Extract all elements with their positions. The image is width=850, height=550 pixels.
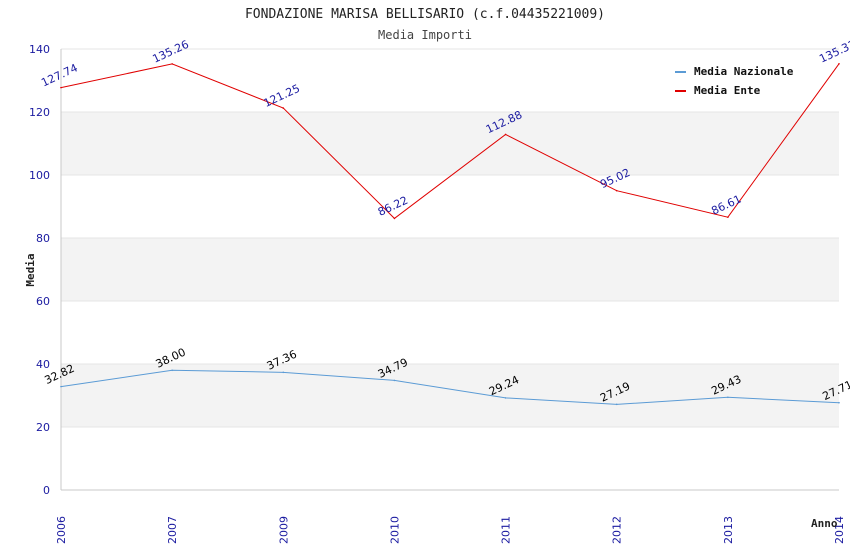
x-tick-label: 2009 [277, 516, 290, 544]
data-point [282, 107, 285, 109]
legend-label: Media Ente [694, 84, 761, 97]
x-tick-label: 2012 [611, 516, 624, 544]
y-tick-label: 100 [29, 169, 50, 182]
data-point [727, 396, 729, 399]
y-tick-label: 60 [36, 295, 50, 308]
chart-subtitle: Media Importi [378, 28, 472, 42]
grid-band [61, 238, 839, 301]
data-point [60, 385, 62, 388]
data-point [615, 403, 618, 406]
data-point [504, 397, 507, 399]
x-axis-label: Anno [811, 517, 838, 530]
data-point [727, 216, 729, 218]
data-label: 135.26 [150, 38, 190, 66]
y-tick-label: 20 [36, 421, 50, 434]
data-point [171, 369, 173, 372]
data-label: 86.61 [709, 192, 743, 217]
data-point [393, 379, 396, 382]
series-layer [60, 62, 840, 406]
data-label: 135.31 [817, 38, 850, 66]
x-tick-label: 2013 [722, 516, 735, 544]
y-tick-label: 120 [29, 106, 50, 119]
x-tick-label: 2007 [166, 516, 179, 544]
y-axis-ticks: 0 20 40 60 80 100 120 140 [29, 43, 50, 497]
y-tick-label: 40 [36, 358, 50, 371]
x-tick-label: 2010 [388, 516, 401, 544]
legend: Media Nazionale Media Ente [675, 65, 794, 97]
grid-band [61, 364, 839, 427]
data-point [504, 133, 507, 136]
series-line-1 [60, 369, 840, 405]
data-label: 86.22 [376, 194, 410, 219]
chart-title: FONDAZIONE MARISA BELLISARIO (c.f.044352… [245, 7, 605, 22]
y-axis-label: Media [24, 253, 37, 286]
data-point [615, 189, 618, 192]
data-point [171, 63, 173, 65]
x-axis-ticks: 2006 2007 2009 2010 2011 2012 2013 2014 [55, 516, 846, 544]
y-tick-label: 0 [43, 484, 50, 497]
series-line-2 [60, 63, 840, 220]
data-label: 121.25 [262, 82, 302, 110]
legend-label: Media Nazionale [694, 65, 794, 78]
x-tick-label: 2014 [833, 516, 846, 544]
y-tick-label: 80 [36, 232, 50, 245]
x-tick-label: 2011 [500, 516, 513, 544]
data-point [838, 401, 840, 404]
y-tick-label: 140 [29, 43, 50, 56]
data-point [282, 371, 285, 374]
x-tick-label: 2006 [55, 516, 68, 544]
data-point [393, 217, 396, 220]
grid-bands [61, 48, 839, 491]
axes [60, 49, 839, 491]
grid-band [61, 112, 839, 175]
data-point [838, 62, 840, 65]
data-point [60, 86, 62, 89]
